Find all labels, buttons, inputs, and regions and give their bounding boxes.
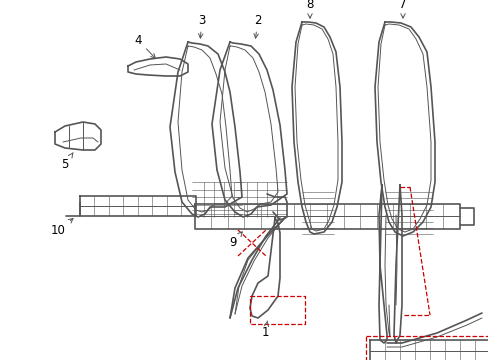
Text: 4: 4 xyxy=(134,33,155,58)
Text: 8: 8 xyxy=(305,0,313,18)
Text: 5: 5 xyxy=(61,153,73,171)
Text: 10: 10 xyxy=(50,219,73,238)
Text: 3: 3 xyxy=(198,13,205,38)
Text: 7: 7 xyxy=(398,0,406,18)
Text: 1: 1 xyxy=(261,321,268,339)
Text: 9: 9 xyxy=(229,232,242,248)
Text: 6: 6 xyxy=(0,359,1,360)
Text: 2: 2 xyxy=(253,13,261,38)
